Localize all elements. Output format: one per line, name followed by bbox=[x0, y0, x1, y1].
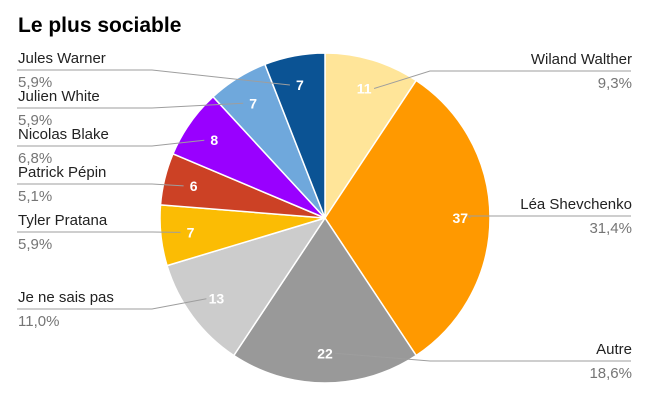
legend-percent-wiland-walther: 9,3% bbox=[598, 75, 632, 92]
callout-line-lea-shevchenko bbox=[467, 215, 631, 219]
pie-slice-jules-warner bbox=[263, 52, 326, 219]
legend-label-wiland-walther: Wiland Walther bbox=[531, 51, 632, 68]
legend-percent-julien-white: 5,9% bbox=[18, 112, 52, 129]
legend-label-julien-white: Julien White bbox=[18, 88, 100, 105]
callout-lines bbox=[17, 69, 631, 362]
legend-label-tyler-pratana: Tyler Pratana bbox=[18, 212, 108, 229]
slice-value-nicolas-blake: 8 bbox=[210, 132, 218, 148]
callout-line-patrick-pepin bbox=[17, 183, 184, 187]
callout-line-nicolas-blake bbox=[17, 139, 205, 147]
slice-value-jules-warner: 7 bbox=[296, 77, 304, 93]
legend-percent-lea-shevchenko: 31,4% bbox=[589, 220, 632, 237]
pie-slice-je-ne-sais-pas bbox=[166, 216, 327, 357]
pie-slice-lea-shevchenko bbox=[324, 79, 491, 357]
legend-percent-patrick-pepin: 5,1% bbox=[18, 188, 52, 205]
legend-label-patrick-pepin: Patrick Pépin bbox=[18, 164, 106, 181]
slice-value-tyler-pratana: 7 bbox=[187, 224, 195, 240]
slice-value-patrick-pepin: 6 bbox=[190, 178, 198, 194]
legend-percent-tyler-pratana: 5,9% bbox=[18, 236, 52, 253]
callout-line-wiland-walther bbox=[373, 70, 631, 89]
slice-value-julien-white: 7 bbox=[249, 95, 257, 111]
callout-line-autre bbox=[334, 352, 631, 362]
legend-percent-nicolas-blake: 6,8% bbox=[18, 150, 52, 167]
slice-value-wiland-walther: 11 bbox=[357, 81, 372, 97]
pie-slices bbox=[159, 52, 491, 384]
legend-label-jules-warner: Jules Warner bbox=[18, 50, 106, 67]
callout-line-jules-warner bbox=[17, 69, 290, 86]
slice-value-lea-shevchenko: 37 bbox=[453, 210, 469, 226]
legend-percent-je-ne-sais-pas: 11,0% bbox=[18, 313, 59, 330]
pie-slice-wiland-walther bbox=[324, 52, 418, 221]
legend-percent-jules-warner: 5,9% bbox=[18, 74, 52, 91]
callout-line-julien-white bbox=[17, 102, 244, 109]
slice-value-autre: 22 bbox=[317, 345, 333, 361]
slice-value-je-ne-sais-pas: 13 bbox=[209, 291, 225, 307]
callout-line-je-ne-sais-pas bbox=[17, 298, 207, 310]
legend-label-lea-shevchenko: Léa Shevchenko bbox=[520, 196, 632, 213]
callout-labels: Wiland Walther 9,3% Léa Shevchenko 31,4% Aut… bbox=[18, 50, 632, 382]
chart-title: Le plus sociable bbox=[18, 14, 182, 37]
pie-slice-autre bbox=[232, 216, 418, 384]
legend-label-nicolas-blake: Nicolas Blake bbox=[18, 126, 109, 143]
legend-percent-autre: 18,6% bbox=[589, 365, 632, 382]
legend-label-je-ne-sais-pas: Je ne sais pas bbox=[18, 289, 114, 306]
legend-label-autre: Autre bbox=[596, 341, 632, 358]
slice-values: 11 37 22 13 7 6 8 7 7 bbox=[187, 77, 469, 361]
